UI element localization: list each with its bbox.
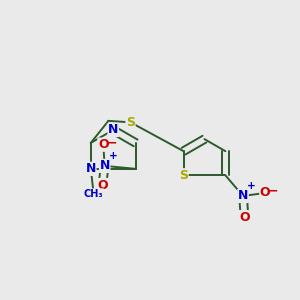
Text: S: S: [126, 116, 135, 129]
Text: N: N: [108, 124, 119, 136]
Text: O: O: [98, 138, 109, 151]
Text: CH₃: CH₃: [84, 189, 104, 199]
Text: −: −: [268, 184, 279, 197]
Text: −: −: [106, 137, 117, 150]
Text: N: N: [100, 159, 110, 172]
Text: O: O: [97, 178, 108, 191]
Text: O: O: [239, 211, 250, 224]
Text: S: S: [179, 169, 188, 182]
Text: O: O: [260, 187, 270, 200]
Text: N: N: [238, 189, 248, 203]
Text: N: N: [85, 162, 96, 175]
Text: +: +: [247, 181, 256, 191]
Text: +: +: [109, 151, 117, 161]
